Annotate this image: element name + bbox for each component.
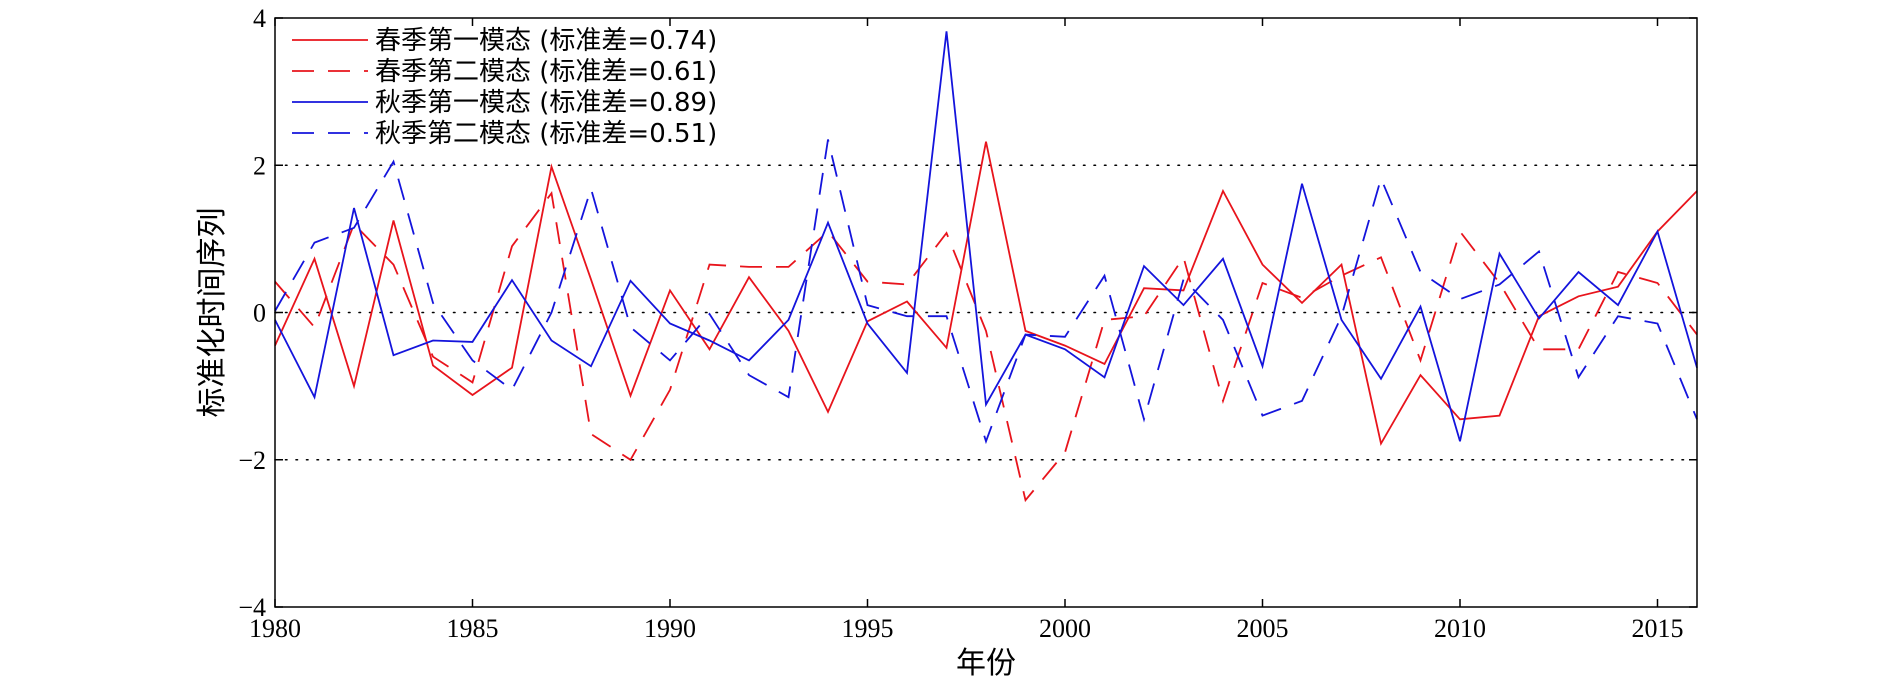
legend-label: 春季第一模态 (标准差=0.74) xyxy=(375,26,717,56)
x-tick-label: 1995 xyxy=(842,614,894,643)
x-tick-label: 1980 xyxy=(249,614,301,643)
legend: 春季第一模态 (标准差=0.74)春季第二模态 (标准差=0.61)秋季第一模态… xyxy=(292,26,717,149)
series-line-2 xyxy=(274,190,1698,503)
axis-ticks: 1980 1985 1990 1995 2000 2005 2010 2015 −4 −2 0 2 4 xyxy=(238,4,1697,643)
y-tick-label: −2 xyxy=(238,446,266,475)
reference-lines xyxy=(274,164,1698,461)
x-tick-label: 1985 xyxy=(447,614,499,643)
series-line-1 xyxy=(274,141,1698,447)
x-tick-label: 2015 xyxy=(1632,614,1684,643)
x-tick-label: 2000 xyxy=(1039,614,1091,643)
x-tick-label: 1990 xyxy=(644,614,696,643)
legend-label: 秋季第一模态 (标准差=0.89) xyxy=(375,88,717,118)
series-line-3 xyxy=(274,31,1698,442)
y-tick-label: 2 xyxy=(253,151,266,180)
x-tick-label: 2010 xyxy=(1434,614,1486,643)
y-tick-label: 0 xyxy=(253,299,266,328)
x-axis-title: 年份 xyxy=(956,646,1016,681)
y-axis-title: 标准化时间序列 xyxy=(195,208,230,418)
plot-area: 1980 1985 1990 1995 2000 2005 2010 2015 −4 −2 0 2 4 xyxy=(238,4,1698,643)
legend-label: 秋季第二模态 (标准差=0.51) xyxy=(375,119,717,149)
x-tick-label: 2005 xyxy=(1237,614,1289,643)
series-line-4 xyxy=(274,139,1698,445)
series-layer xyxy=(274,31,1698,503)
legend-label: 春季第二模态 (标准差=0.61) xyxy=(375,57,717,87)
y-tick-label: 4 xyxy=(253,4,266,33)
y-tick-label: −4 xyxy=(238,593,266,622)
